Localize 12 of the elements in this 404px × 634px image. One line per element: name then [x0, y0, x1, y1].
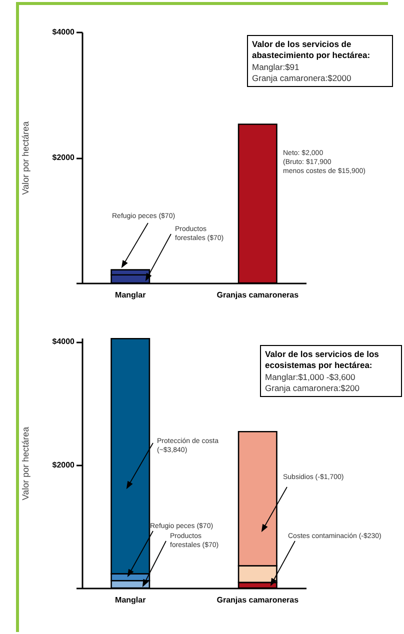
y-tick-label: $4000: [52, 337, 76, 346]
y-axis-title: Valor por hectárea: [20, 426, 30, 500]
text-box: Valor de los servicios de los ecosistemas por hectárea: Manglar:$1,000 -$3,600 Granja camaronera:$200: [260, 345, 402, 397]
y-tick-label: $2000: [52, 153, 76, 162]
x-tick-label: Granjas camaroneras: [216, 290, 300, 300]
y-axis-title: Valor por hectárea: [20, 121, 30, 195]
x-tick-label: Granjas camaroneras: [216, 596, 300, 604]
y-tick-label: $4000: [52, 28, 76, 36]
x-tick-label: Manglar: [115, 290, 146, 300]
text-box: Valor de los servicios de abastecimiento por hectárea: Manglar:$91 Granja camaronera:$2000: [247, 35, 393, 87]
y-tick-label: $2000: [52, 460, 76, 470]
x-tick-label: Manglar: [115, 596, 146, 604]
